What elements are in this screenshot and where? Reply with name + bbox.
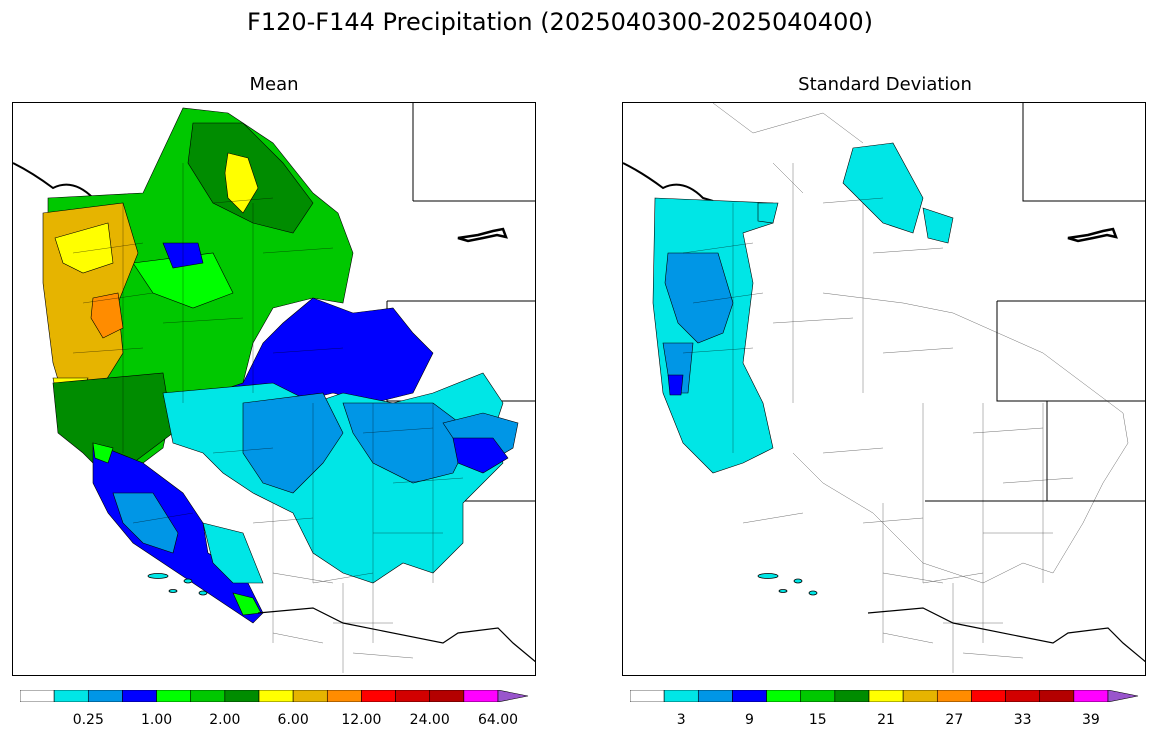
colorbar-tick-label: 1.00: [140, 712, 173, 728]
colorbar-cell: [732, 690, 767, 702]
colorbar-cell: [630, 690, 665, 702]
colorbar-tick-label: 24.00: [409, 712, 450, 728]
colorbar-tick-label: 0.25: [72, 712, 104, 728]
colorbar-cell: [800, 690, 836, 702]
colorbar-tick-label: 12.00: [341, 712, 382, 728]
colorbar-cell: [224, 690, 260, 702]
colorbar-tick-label: 39: [1082, 712, 1100, 728]
colorbar-tick-label: 64.00: [477, 712, 519, 728]
colorbar-tick-label: 33: [1013, 712, 1032, 728]
colorbar-cell: [292, 690, 328, 702]
colorbar-cell: [429, 690, 465, 702]
mean-map: [12, 102, 536, 676]
colorbar-cell: [463, 690, 499, 702]
figure-title: F120-F144 Precipitation (2025040300-2025…: [247, 8, 873, 36]
mean-colorbar: [20, 690, 529, 702]
stddev-map-svg: [623, 103, 1145, 673]
colorbar-tick-label: 6.00: [277, 712, 309, 728]
colorbar-tick-label: 2.00: [209, 712, 241, 728]
colorbar-cell: [1039, 690, 1075, 702]
colorbar-cell: [20, 690, 55, 702]
colorbar-cell: [122, 690, 157, 702]
colorbar-cell: [971, 690, 1006, 702]
colorbar-cell: [326, 690, 362, 702]
colorbar-tick-label: 21: [877, 712, 895, 728]
colorbar-cell: [497, 690, 529, 702]
colorbar-cell: [190, 690, 226, 702]
mean-panel-title: Mean: [249, 74, 299, 95]
colorbar-tick-label: 3: [676, 712, 686, 728]
colorbar-cell: [395, 690, 431, 702]
colorbar-cell: [361, 690, 396, 702]
colorbar-cell: [663, 690, 699, 702]
colorbar-cell: [834, 690, 870, 702]
stddev-colorbar: [630, 690, 1139, 702]
mean-map-svg: [13, 103, 535, 673]
colorbar-cell: [902, 690, 938, 702]
colorbar-cell: [53, 690, 89, 702]
colorbar-cell: [766, 690, 802, 702]
colorbar-cell: [868, 690, 904, 702]
colorbar-cell: [1073, 690, 1109, 702]
colorbar-tick-label: 27: [945, 712, 964, 728]
colorbar-cell: [258, 690, 294, 702]
colorbar-cell: [1005, 690, 1041, 702]
colorbar-cell: [936, 690, 972, 702]
colorbar-tick-label: 15: [808, 712, 827, 728]
stddev-map: [622, 102, 1146, 676]
colorbar-tick-label: 9: [745, 712, 754, 728]
colorbar-cell: [156, 690, 192, 702]
colorbar-cell: [1107, 690, 1139, 702]
colorbar-cell: [87, 690, 123, 702]
colorbar-cell: [697, 690, 733, 702]
stddev-panel-title: Standard Deviation: [798, 74, 972, 95]
